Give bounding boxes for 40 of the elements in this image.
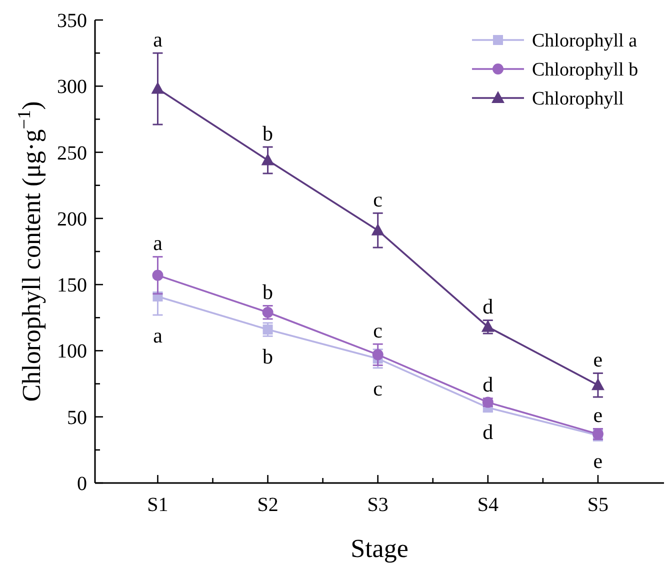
point	[372, 349, 384, 360]
x-tick-label: S2	[257, 494, 278, 516]
x-axis-title: Stage	[350, 534, 408, 563]
x-tick-label: S4	[477, 494, 498, 516]
y-tick-label: 200	[57, 208, 87, 230]
x-tick-label: S3	[367, 494, 388, 516]
annotation: b	[262, 121, 274, 146]
annotation: a	[153, 323, 164, 348]
annotation: d	[482, 294, 494, 319]
point	[262, 324, 273, 335]
annotation: c	[373, 187, 383, 212]
point	[371, 223, 384, 236]
y-tick-label: 100	[57, 340, 87, 363]
x-tick-label: S5	[587, 494, 609, 516]
y-tick-label: 50	[67, 406, 87, 429]
y-tick-label: 350	[57, 10, 87, 32]
point	[481, 320, 494, 332]
y-tick-label: 300	[57, 76, 87, 98]
x-tick-label: S1	[147, 494, 168, 516]
annotation: d	[482, 372, 494, 397]
annotation: a	[153, 231, 164, 256]
y-tick-label: 150	[57, 274, 87, 297]
point	[151, 82, 164, 94]
point	[261, 153, 274, 166]
annotation: d	[482, 420, 494, 444]
legend-label: Chlorophyll a	[532, 30, 638, 52]
point	[152, 270, 164, 281]
annotation: c	[373, 318, 383, 342]
legend-label: Chlorophyll b	[532, 60, 638, 81]
annotation: b	[262, 280, 274, 304]
point	[591, 378, 604, 390]
annotation: a	[153, 27, 164, 52]
annotation: c	[373, 376, 383, 400]
y-tick-label: 250	[57, 142, 87, 164]
annotation: b	[262, 344, 274, 369]
annotation: e	[593, 403, 603, 428]
legend-label: Chlorophyll	[532, 88, 624, 110]
annotation: e	[593, 348, 603, 372]
y-tick-label: 0	[77, 473, 87, 495]
annotation: e	[593, 449, 603, 474]
